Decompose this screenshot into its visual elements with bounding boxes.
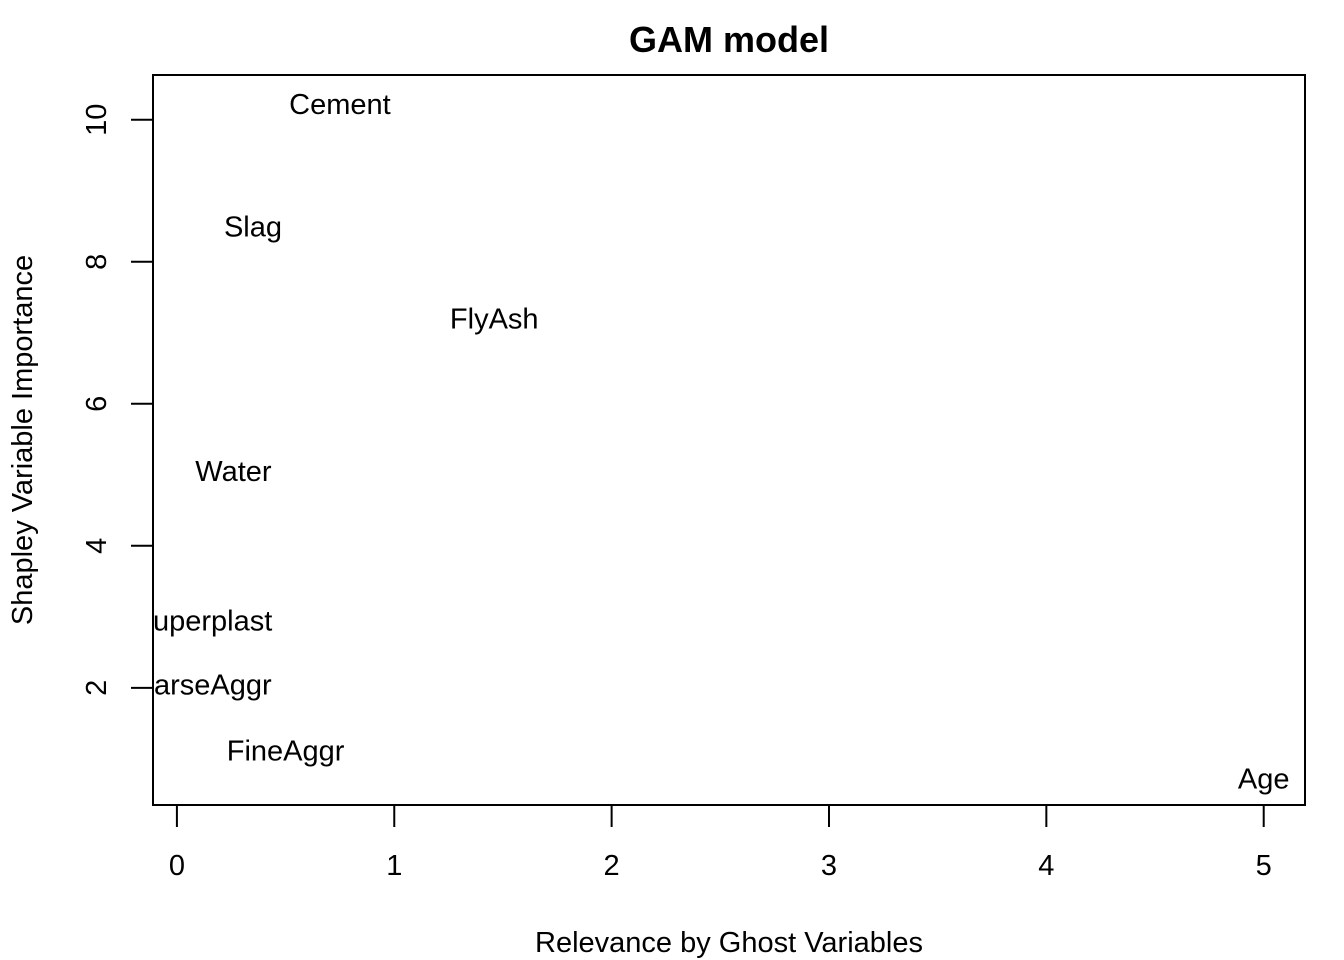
- y-axis-label: Shapley Variable Importance: [7, 255, 39, 625]
- chart-title: GAM model: [629, 19, 829, 60]
- x-tick-label: 5: [1256, 850, 1272, 882]
- x-axis: 0 1 2 3 4 5: [169, 804, 1272, 882]
- y-axis: 2 4 6 8 10: [81, 104, 154, 696]
- x-tick-label: 4: [1038, 850, 1054, 882]
- point-label: FineAggr: [227, 735, 345, 767]
- x-tick-label: 2: [604, 850, 620, 882]
- point-label: Slag: [224, 211, 282, 243]
- point-label: Water: [195, 456, 272, 488]
- y-tick-label: 4: [81, 538, 113, 554]
- point-label: Superplast: [134, 605, 273, 637]
- point-label: Age: [1238, 764, 1290, 796]
- y-tick-label: 2: [81, 680, 113, 696]
- y-tick-label: 10: [81, 104, 113, 136]
- x-tick-label: 0: [169, 850, 185, 882]
- x-tick-label: 3: [821, 850, 837, 882]
- x-axis-label: Relevance by Ghost Variables: [535, 927, 923, 959]
- y-tick-label: 6: [81, 396, 113, 412]
- x-tick-label: 1: [386, 850, 402, 882]
- plot-frame: [152, 74, 1306, 806]
- point-label: CoarseAggr: [117, 669, 272, 701]
- point-label: FlyAsh: [450, 304, 539, 336]
- point-labels: Cement Slag FlyAsh Water Superplast CoarseAgg…: [117, 89, 1290, 796]
- point-label: Cement: [289, 89, 391, 121]
- y-tick-label: 8: [81, 254, 113, 270]
